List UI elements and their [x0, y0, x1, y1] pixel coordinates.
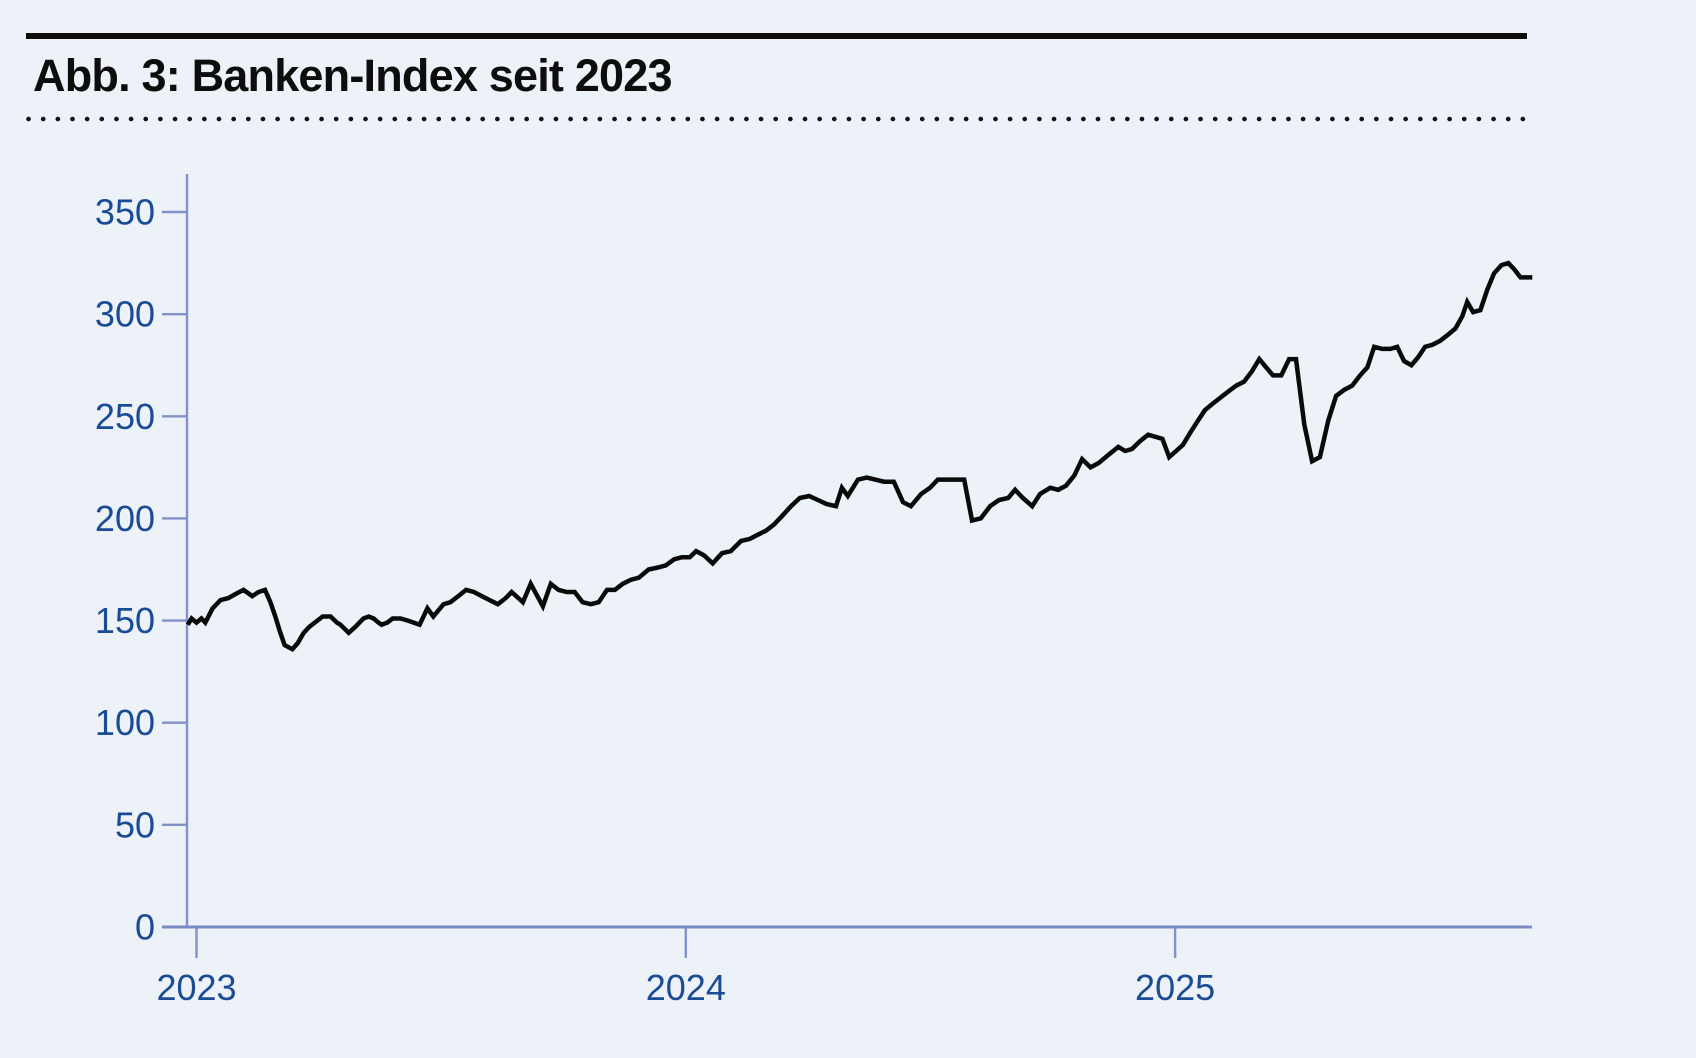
y-axis-tick-label: 50 — [115, 804, 155, 845]
y-axis-tick-label: 200 — [95, 498, 155, 539]
title-top-rule — [26, 33, 1527, 39]
x-axis-tick-label: 2023 — [156, 967, 236, 1008]
y-axis-tick-label: 100 — [95, 702, 155, 743]
y-axis-tick-label: 150 — [95, 600, 155, 641]
dotted-divider — [26, 116, 1527, 122]
x-axis-tick-label: 2025 — [1135, 967, 1215, 1008]
index-line-series — [185, 260, 1533, 653]
y-axis-tick-label: 250 — [95, 396, 155, 437]
x-axis-tick-label: 2024 — [646, 967, 726, 1008]
y-axis-tick-label: 350 — [95, 192, 155, 233]
y-axis-tick-label: 0 — [135, 907, 155, 948]
figure-title: Abb. 3: Banken-Index seit 2023 — [33, 50, 673, 101]
y-axis-tick-label: 300 — [95, 294, 155, 335]
